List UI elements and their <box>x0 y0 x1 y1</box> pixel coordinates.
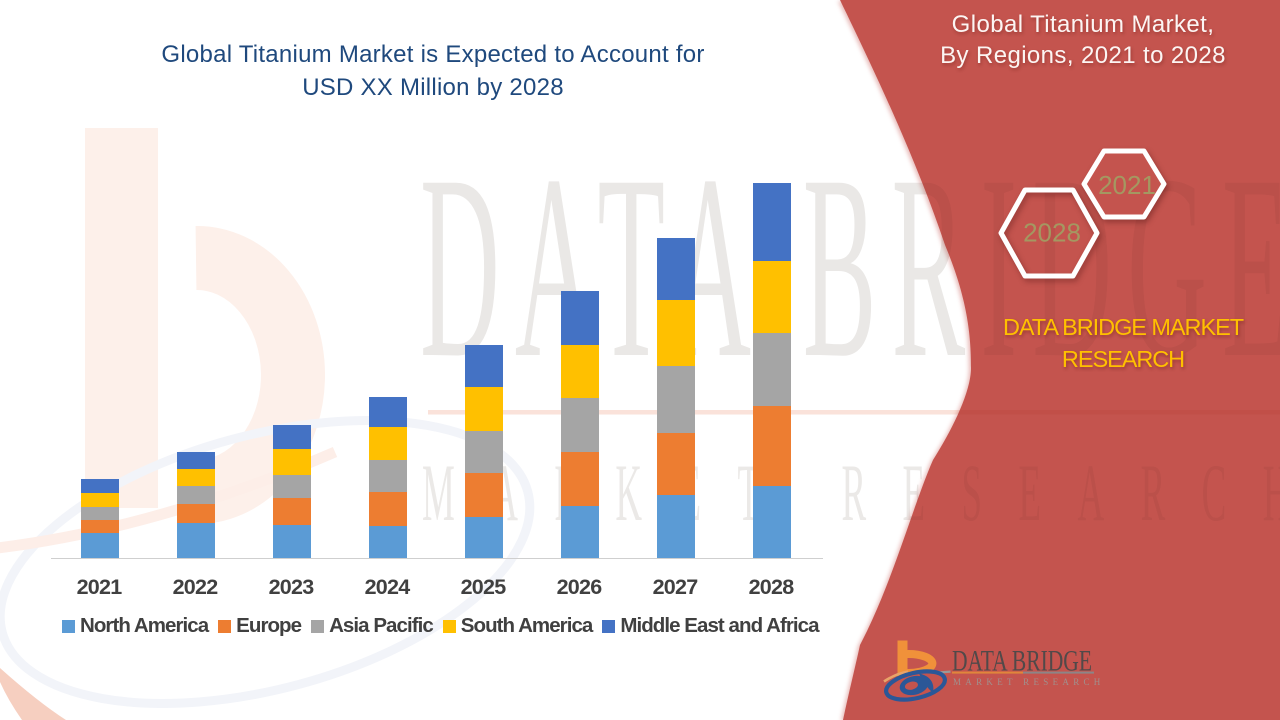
svg-text:2028: 2028 <box>1023 218 1081 248</box>
svg-text:2021: 2021 <box>1098 170 1156 200</box>
svg-text:MARKET RESEARCH: MARKET RESEARCH <box>422 446 1280 538</box>
svg-text:DATA BRIDGE: DATA BRIDGE <box>420 120 1280 412</box>
svg-text:MARKET RESEARCH: MARKET RESEARCH <box>953 677 1105 687</box>
